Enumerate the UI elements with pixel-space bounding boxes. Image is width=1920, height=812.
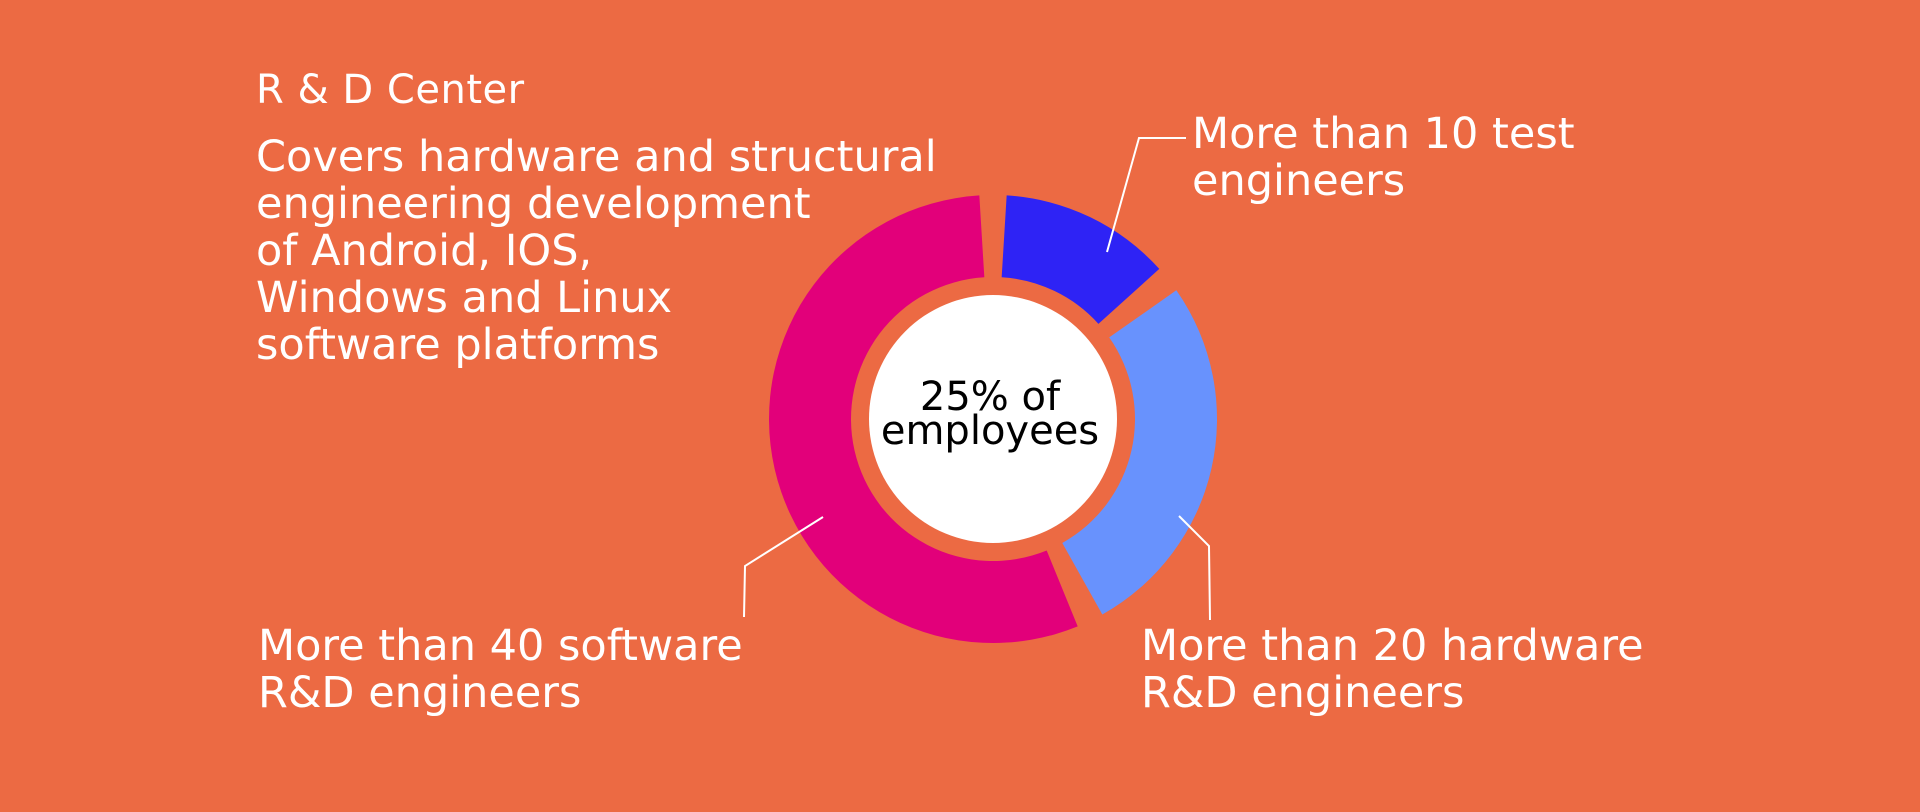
leader-line-software bbox=[743, 516, 824, 618]
slice-label-hardware: More than 20 hardware R&D engineers bbox=[1141, 621, 1644, 718]
leader-line-test bbox=[1106, 137, 1186, 253]
slice-hardware bbox=[1062, 290, 1217, 615]
slice-label-test: More than 10 test engineers bbox=[1192, 109, 1575, 206]
leader-line-hardware bbox=[1178, 515, 1211, 621]
center-circle bbox=[869, 295, 1117, 543]
slice-test bbox=[1001, 195, 1160, 324]
description-text: Covers hardware and structural engineeri… bbox=[256, 132, 937, 370]
center-label: 25% of employees bbox=[880, 374, 1100, 454]
slice-software bbox=[768, 195, 1078, 644]
slice-label-software: More than 40 software R&D engineers bbox=[258, 621, 743, 718]
page-title: R & D Center bbox=[256, 67, 525, 113]
